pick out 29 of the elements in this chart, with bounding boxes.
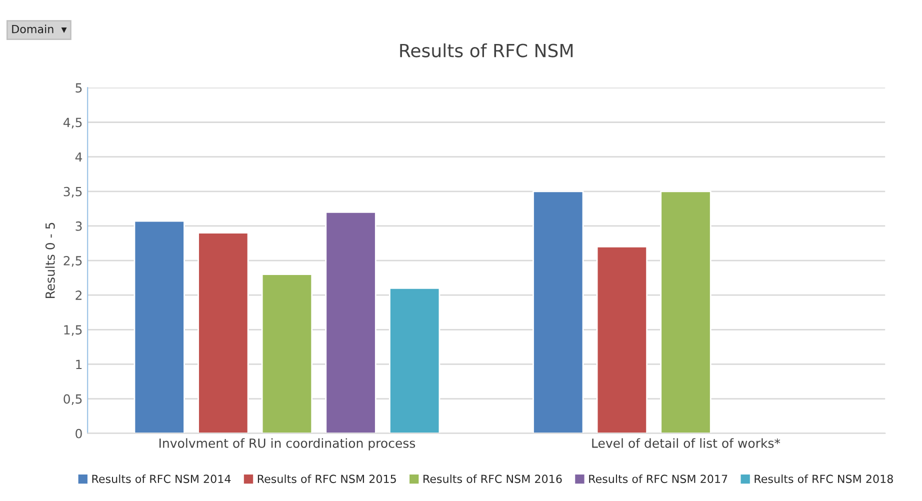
legend-label: Results of RFC NSM 2014	[92, 474, 231, 484]
y-tick-label: 1,5	[64, 325, 82, 336]
y-tick-label: 2	[76, 290, 82, 300]
bar	[660, 190, 712, 434]
y-tick-label: 3	[76, 221, 82, 231]
bar	[596, 246, 648, 434]
legend-label: Results of RFC NSM 2018	[754, 474, 893, 484]
y-axis-title: Results 0 - 5	[45, 222, 55, 298]
legend-label: Results of RFC NSM 2017	[589, 474, 728, 484]
bar	[532, 190, 584, 434]
bar	[198, 232, 249, 434]
y-tick-label: 5	[76, 83, 82, 93]
chart-title: Results of RFC NSM	[400, 43, 573, 58]
legend-label: Results of RFC NSM 2016	[424, 474, 562, 484]
x-tick-label: Level of detail of list of works*	[592, 438, 780, 448]
y-tick-label: 4	[75, 152, 82, 162]
y-tick-label: 1	[76, 360, 82, 369]
x-tick-label: Involvment of RU in coordination process	[159, 438, 416, 450]
y-tick-label: 2,5	[64, 256, 82, 267]
bar	[261, 274, 313, 434]
bar	[325, 211, 376, 434]
y-tick-label: 4,5	[63, 118, 82, 128]
bar	[134, 220, 185, 434]
y-tick-label: 0,5	[64, 394, 82, 405]
y-tick-label: 3,5	[64, 186, 82, 198]
legend-label: Results of RFC NSM 2015	[258, 474, 396, 484]
y-tick-label: 0	[76, 428, 82, 438]
bar	[389, 287, 440, 434]
text: Domain ▾	[12, 24, 67, 34]
